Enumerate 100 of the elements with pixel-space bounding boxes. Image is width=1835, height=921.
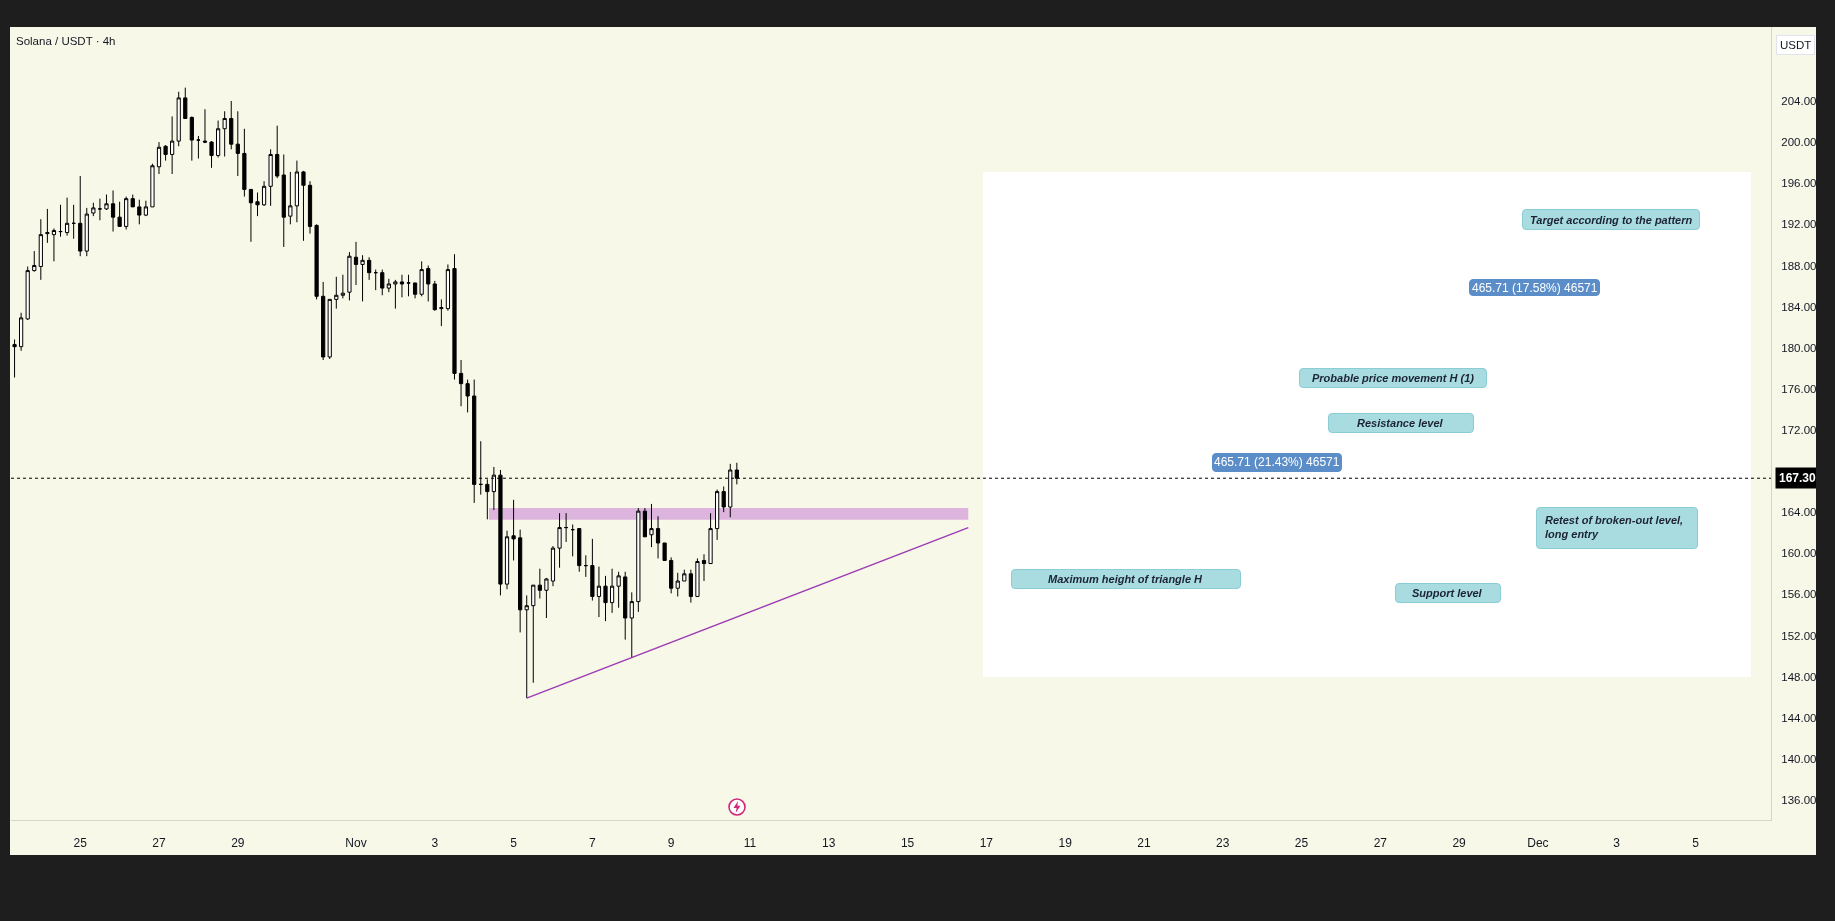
- candlestick: [229, 100, 234, 150]
- candlestick: [202, 108, 208, 144]
- candlestick: [629, 591, 634, 659]
- candlestick: [209, 140, 214, 169]
- candlestick: [321, 281, 326, 361]
- candlestick: [353, 241, 359, 286]
- candlestick: [163, 144, 168, 162]
- candlestick: [439, 298, 444, 327]
- candlestick: [688, 569, 693, 604]
- candlestick: [222, 110, 227, 158]
- candlestick: [426, 264, 431, 302]
- candlestick: [616, 571, 621, 609]
- candlestick: [623, 571, 628, 641]
- y-tick-label: 148.00: [1781, 670, 1817, 683]
- y-tick-label: 136.00: [1781, 793, 1817, 806]
- candlestick: [603, 575, 608, 622]
- y-tick-label: 192.00: [1781, 218, 1817, 231]
- candlestick: [518, 529, 523, 633]
- candlestick: [51, 227, 57, 262]
- candlestick: [504, 530, 510, 590]
- y-axis-title: USDT: [1780, 39, 1812, 51]
- x-tick-label: Dec: [1527, 836, 1549, 851]
- candlestick: [537, 568, 542, 599]
- candlestick: [432, 280, 437, 312]
- candlestick: [104, 194, 109, 211]
- candlestick: [248, 188, 254, 243]
- candlestick: [531, 584, 536, 684]
- x-tick-label: 25: [1294, 836, 1309, 851]
- candlestick: [32, 250, 37, 273]
- candlestick: [64, 197, 70, 237]
- candlestick: [307, 180, 313, 235]
- y-tick-label: 144.00: [1781, 711, 1817, 724]
- candlestick: [25, 265, 30, 321]
- x-tick-label: 5: [510, 836, 518, 851]
- y-tick-label: 204.00: [1781, 95, 1817, 108]
- candlestick: [110, 189, 116, 233]
- x-tick-label: Nov: [345, 836, 367, 851]
- candlestick: [649, 503, 654, 548]
- candlestick: [78, 175, 83, 257]
- candlestick: [216, 120, 221, 159]
- candlestick: [143, 200, 148, 217]
- candlestick: [288, 171, 293, 225]
- y-tick-label: 188.00: [1781, 259, 1817, 272]
- candlestick: [544, 577, 549, 619]
- candlestick: [97, 198, 103, 221]
- x-tick-label: 7: [589, 836, 597, 851]
- x-tick-label: 3: [1613, 836, 1621, 851]
- candlestick: [58, 204, 63, 238]
- y-tick-label: 200.00: [1781, 136, 1817, 149]
- candlestick: [386, 278, 391, 293]
- candlestick: [721, 485, 726, 513]
- candlestick: [524, 594, 529, 699]
- x-tick-label: 13: [822, 836, 836, 851]
- candlestick: [84, 207, 89, 257]
- candlestick: [642, 507, 648, 538]
- candlestick: [412, 282, 418, 299]
- x-tick-label: 27: [1373, 836, 1388, 851]
- candlestick: [557, 512, 562, 569]
- candlestick: [124, 196, 129, 230]
- candlestick: [360, 254, 365, 302]
- candlestick: [590, 538, 595, 602]
- candlestick: [564, 512, 569, 543]
- candlestick: [452, 253, 457, 381]
- annotation: Maximum height of triangle H: [1048, 573, 1204, 585]
- candlestick: [419, 260, 424, 297]
- annotation: Resistance level: [1357, 417, 1444, 429]
- candlestick: [458, 359, 464, 407]
- candlestick: [701, 553, 707, 582]
- candlestick: [45, 208, 50, 244]
- candlestick: [596, 566, 602, 618]
- candlestick: [367, 256, 372, 281]
- text: Solana / USDT · 4h: [16, 35, 116, 48]
- y-tick-label: 184.00: [1781, 300, 1817, 313]
- candlestick: [261, 180, 267, 207]
- candlestick: [583, 554, 588, 578]
- x-tick-label: 19: [1058, 836, 1073, 851]
- y-tick-label: 156.00: [1781, 588, 1817, 601]
- y-tick-label: 160.00: [1781, 547, 1817, 560]
- candlestick: [445, 263, 451, 312]
- candlestick: [669, 556, 674, 594]
- candlestick: [327, 298, 332, 360]
- annotation: Support level: [1412, 587, 1483, 599]
- y-tick-label: 152.00: [1781, 629, 1817, 642]
- candlestick: [12, 338, 17, 378]
- candlestick: [176, 91, 181, 147]
- x-tick-label: 3: [431, 836, 439, 851]
- x-tick-label: 9: [667, 836, 675, 851]
- y-tick-label: 164.00: [1781, 506, 1817, 519]
- candlestick: [281, 153, 286, 248]
- x-tick-label: 11: [743, 836, 757, 851]
- candlestick: [695, 557, 700, 597]
- candlestick: [655, 515, 661, 559]
- candlestick: [314, 223, 319, 300]
- candlestick: [275, 125, 280, 179]
- candlestick: [636, 507, 641, 613]
- candlestick: [255, 191, 260, 217]
- annotation: Retest of broken-out level, long entry: [1545, 514, 1684, 541]
- x-tick-label: 25: [73, 836, 88, 851]
- candlestick: [380, 269, 385, 296]
- candlestick: [196, 135, 201, 160]
